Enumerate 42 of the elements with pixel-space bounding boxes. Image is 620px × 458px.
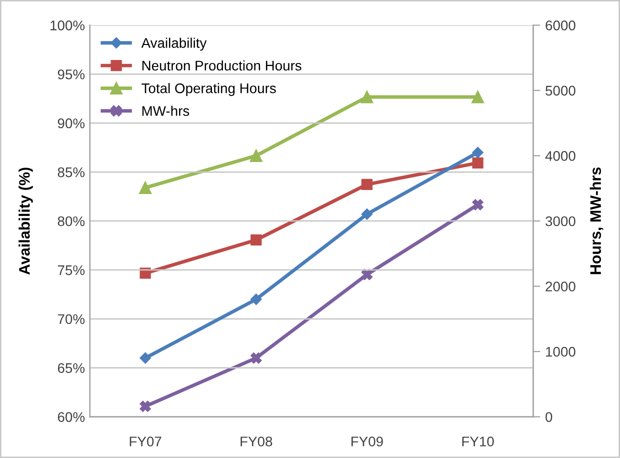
- x-tick-label: FY07: [130, 436, 162, 446]
- x-tick-label: FY08: [240, 436, 272, 446]
- point: [361, 178, 373, 190]
- y2-tick-label: 3000: [546, 216, 576, 226]
- point: [250, 149, 262, 162]
- y2-tick-label: 1000: [546, 346, 576, 357]
- point: [472, 146, 484, 158]
- y-tick-label: 100%: [50, 20, 85, 30]
- point: [472, 157, 484, 168]
- y2-tick-label: 4000: [545, 151, 576, 161]
- y-tick-label: 60%: [58, 412, 85, 422]
- y2-tick-label: 5000: [546, 86, 576, 96]
- point: [472, 199, 484, 210]
- point: [139, 181, 152, 194]
- point: [140, 268, 151, 279]
- point: [250, 294, 262, 305]
- x-tick-label: FY09: [352, 436, 383, 446]
- point: [140, 352, 151, 364]
- legend-label: Availability: [141, 38, 207, 51]
- point: [140, 400, 151, 412]
- point: [250, 234, 262, 246]
- x-tick-label: FY10: [462, 436, 494, 446]
- y2-tick-label: 2000: [546, 282, 576, 292]
- y-tick-label: 85%: [58, 167, 85, 178]
- point: [361, 208, 373, 220]
- point: [250, 352, 262, 364]
- point: [472, 90, 484, 104]
- y2-axis-title: Hours, MW-hrs: [590, 167, 604, 274]
- point: [361, 268, 373, 280]
- legend-label: MW-hrs: [142, 106, 190, 116]
- y-tick-label: 65%: [58, 363, 85, 373]
- y-tick-label: 75%: [58, 265, 85, 276]
- point: [360, 90, 374, 104]
- y-tick-label: 95%: [58, 69, 85, 80]
- y2-tick-label: 0: [546, 412, 552, 422]
- y2-tick-label: 6000: [546, 20, 576, 30]
- y-tick-label: 90%: [58, 118, 85, 128]
- legend-label: Neutron Production Hours: [142, 60, 302, 71]
- legend-label: Total Operating Hours: [142, 83, 276, 96]
- y-axis-title: Availability (%): [18, 168, 33, 275]
- y-tick-label: 70%: [58, 314, 85, 324]
- y-tick-label: 80%: [58, 216, 85, 226]
